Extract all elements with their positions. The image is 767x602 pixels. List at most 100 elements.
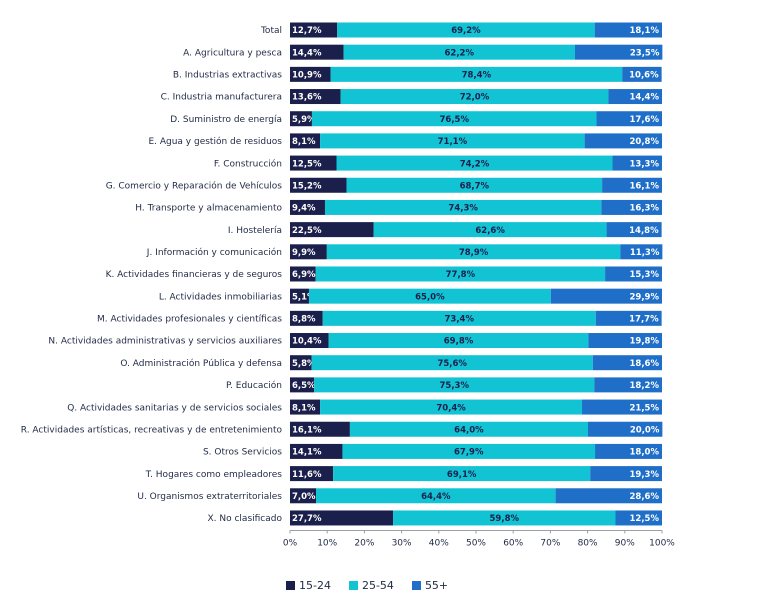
x-tick-label: 60% [503, 538, 523, 548]
category-label: S. Otros Servicios [203, 448, 282, 458]
legend-item-15-24: 15-24 [286, 579, 331, 592]
category-label: M. Actividades profesionales y científic… [97, 315, 282, 325]
category-label: J. Información y comunicación [146, 247, 282, 258]
data-label: 15,2% [292, 181, 322, 191]
data-label: 75,3% [439, 381, 469, 391]
data-label: 10,4% [292, 337, 322, 347]
bar-segment-15-24 [290, 488, 317, 504]
bar-segment-15-24 [290, 288, 309, 304]
bar-segment-15-24 [290, 155, 337, 171]
bar-segment-25-54 [343, 44, 575, 60]
data-label: 69,1% [447, 470, 477, 480]
bar-segment-15-24 [290, 177, 347, 193]
bar-segment-55+ [608, 89, 662, 105]
bar-segment-55+ [550, 288, 662, 304]
bar-segment-55+ [596, 111, 662, 127]
bar-segment-25-54 [320, 133, 585, 149]
data-label: 18,6% [630, 359, 660, 369]
bar-segment-25-54 [330, 66, 623, 82]
data-label: 11,6% [292, 470, 322, 480]
category-label: H. Transporte y almacenamiento [135, 204, 282, 214]
category-label: E. Agua y gestión de residuos [148, 136, 282, 147]
legend-swatch [348, 581, 358, 590]
category-label: O. Administración Pública y defensa [120, 358, 282, 369]
category-label: C. Industria manufacturera [161, 93, 282, 103]
bar-segment-25-54 [322, 310, 596, 326]
legend-item-25-54: 25-54 [348, 579, 394, 592]
bar-segment-15-24 [290, 266, 316, 282]
bar-segment-55+ [584, 133, 662, 149]
x-tick-label: 90% [615, 538, 635, 548]
bar-segment-15-24 [290, 421, 350, 437]
bar-segment-55+ [595, 443, 662, 459]
data-label: 10,9% [292, 71, 322, 81]
category-label: P. Educación [226, 380, 282, 391]
data-label: 78,4% [462, 71, 492, 81]
bar-segment-55+ [605, 266, 662, 282]
bar-segment-55+ [588, 333, 662, 349]
data-label: 70,4% [436, 403, 466, 413]
data-label: 12,5% [630, 514, 660, 524]
bar-segment-25-54 [333, 466, 591, 482]
x-tick-label: 50% [466, 538, 486, 548]
data-label: 23,5% [630, 48, 660, 58]
bar-segment-25-54 [393, 510, 616, 526]
legend: 15-24 25-54 55+ [286, 579, 448, 592]
category-label: Total [260, 26, 282, 36]
data-label: 8,1% [292, 137, 316, 147]
bar-segment-55+ [612, 155, 662, 171]
bar-segment-25-54 [320, 399, 583, 415]
data-label: 16,3% [630, 204, 660, 214]
bar-segment-15-24 [290, 222, 374, 238]
data-label: 59,8% [490, 514, 520, 524]
bar-segment-15-24 [290, 89, 341, 105]
bar-segment-55+ [594, 377, 662, 393]
legend-label: 15-24 [299, 579, 331, 592]
x-tick-label: 70% [540, 538, 560, 548]
bar-segment-15-24 [290, 199, 325, 215]
bar-segment-15-24 [290, 399, 321, 415]
x-tick-label: 0% [283, 538, 298, 548]
data-label: 16,1% [630, 181, 660, 191]
bar-segment-15-24 [290, 466, 334, 482]
x-tick-label: 20% [354, 538, 374, 548]
bar-segment-15-24 [290, 310, 323, 326]
data-label: 21,5% [630, 403, 660, 413]
category-label: G. Comercio y Reparación de Vehículos [106, 180, 283, 191]
category-labels: Total A. Agricultura y pesca B. Industrias… [21, 26, 283, 524]
bar-segment-15-24 [290, 44, 344, 60]
category-label: R. Actividades artísticas, recreativas y… [21, 425, 283, 435]
bar-segment-25-54 [342, 443, 596, 459]
data-label: 17,6% [630, 115, 660, 125]
data-label: 68,7% [460, 181, 490, 191]
category-label: L. Actividades inmobiliarias [159, 292, 282, 302]
bar-segment-15-24 [290, 377, 315, 393]
bar-segment-25-54 [326, 244, 621, 260]
category-label: K. Actividades financieras y de seguros [106, 270, 283, 280]
data-label: 18,1% [630, 26, 660, 36]
bar-segment-25-54 [316, 488, 556, 504]
category-label: A. Agricultura y pesca [183, 48, 282, 58]
x-tick-label: 30% [392, 538, 412, 548]
bar-segment-55+ [587, 421, 663, 437]
bar-segment-55+ [620, 244, 663, 260]
bar-segment-55+ [595, 310, 662, 326]
data-label: 22,5% [292, 226, 322, 236]
bar-segment-25-54 [311, 111, 597, 127]
data-label: 14,4% [630, 93, 660, 103]
category-label: N. Actividades administrativas y servici… [48, 337, 282, 347]
data-label: 69,8% [444, 337, 474, 347]
data-label: 29,9% [630, 292, 660, 302]
data-label: 19,3% [630, 470, 660, 480]
legend-item-55+: 55+ [411, 579, 449, 592]
data-label: 11,3% [630, 248, 660, 258]
data-label: 13,3% [630, 159, 660, 169]
data-label: 67,9% [454, 448, 484, 458]
data-label: 62,2% [445, 48, 475, 58]
legend-label: 55+ [424, 579, 449, 592]
category-label: X. No clasificado [208, 514, 283, 524]
bar-segment-55+ [574, 44, 663, 60]
bar-segment-15-24 [290, 66, 331, 82]
data-label: 6,5% [292, 381, 316, 391]
